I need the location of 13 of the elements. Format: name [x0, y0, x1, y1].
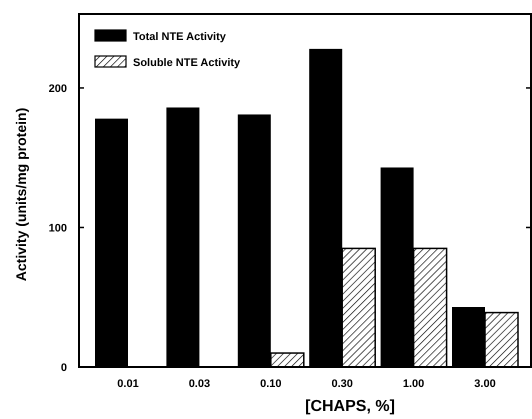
x-tick-label: 3.00: [474, 378, 496, 390]
x-axis-title: [CHAPS, %]: [305, 398, 395, 415]
x-tick-label: 0.01: [117, 378, 139, 390]
x-tick-label: 0.30: [331, 378, 353, 390]
x-tick-label: 0.10: [260, 378, 282, 390]
y-tick-label: 0: [60, 362, 67, 374]
y-tick-label: 100: [48, 222, 67, 234]
y-tick-label: 200: [48, 82, 67, 95]
y-axis-title: Activity (units/mg protein): [13, 108, 29, 282]
legend-label: Total NTE Activity: [133, 30, 227, 43]
legend-label: Soluble NTE Activity: [133, 56, 242, 69]
x-tick-label: 1.00: [402, 378, 424, 390]
x-tick-label: 0.03: [188, 378, 210, 390]
